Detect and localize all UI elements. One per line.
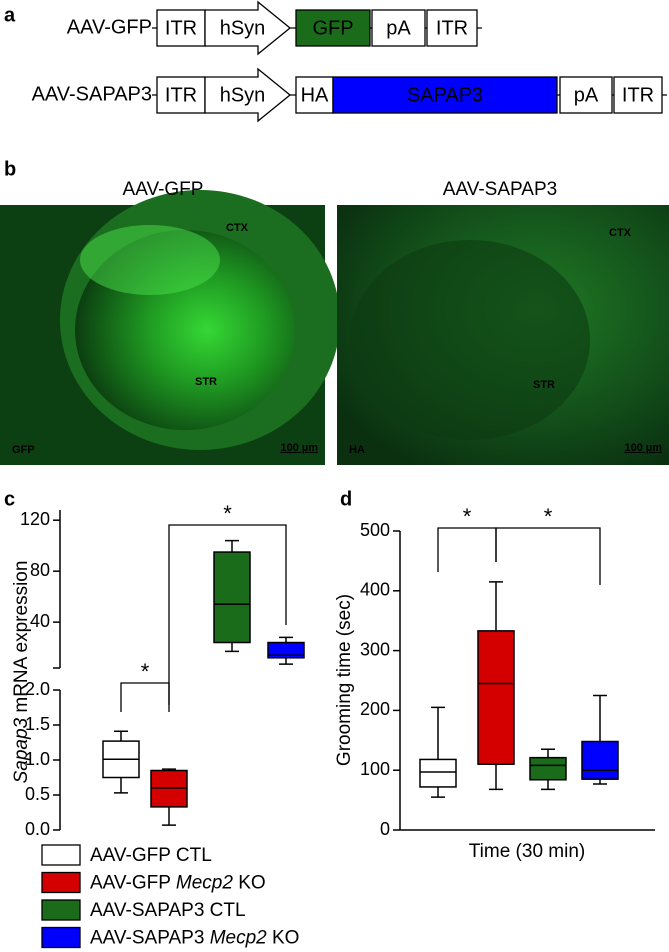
- y-tick-label: 0: [380, 819, 390, 839]
- box: [581, 740, 619, 780]
- element-label: GFP: [312, 17, 353, 39]
- element-label: ITR: [165, 84, 197, 106]
- panel-label: c: [4, 488, 15, 510]
- y-axis-label: Sapap3 mRNA expression: [11, 561, 32, 784]
- box: [529, 756, 567, 781]
- construct-element: [613, 76, 663, 114]
- element-label: HA: [301, 84, 329, 106]
- region-label: STR: [195, 376, 217, 388]
- legend-label: AAV-SAPAP3 CTL: [90, 900, 246, 921]
- legend-label: AAV-GFP Mecp2 KO: [90, 873, 266, 894]
- panel-label: b: [4, 158, 16, 180]
- box: [419, 758, 457, 788]
- legend-swatch: [41, 871, 81, 894]
- region-label: STR: [533, 379, 555, 391]
- construct-element: [332, 76, 558, 114]
- y-tick-label: 200: [360, 699, 390, 719]
- y-tick-label: 0.5: [25, 784, 50, 804]
- whisker-high: [114, 730, 128, 742]
- y-tick-label: 2.0: [25, 679, 50, 699]
- y-axis-label: Grooming time (sec): [334, 594, 355, 766]
- promoter-arrow: [204, 0, 292, 56]
- significance-bracket: [437, 527, 497, 572]
- whisker-high: [489, 581, 503, 631]
- y-tick-label: 0.0: [25, 819, 50, 839]
- construct-element: [426, 9, 478, 47]
- significance-label: *: [141, 659, 150, 684]
- element-label: pA: [574, 84, 599, 106]
- significance-bracket: [168, 524, 287, 705]
- stain-label: GFP: [12, 444, 35, 456]
- element-label: ITR: [436, 17, 468, 39]
- whisker-low: [114, 777, 128, 794]
- whisker-high: [225, 539, 239, 553]
- construct-name: AAV-SAPAP3: [32, 83, 152, 105]
- whisker-high: [541, 748, 555, 758]
- legend-label: AAV-GFP CTL: [90, 845, 212, 866]
- element-label: hSyn: [220, 84, 266, 106]
- element-label: ITR: [622, 84, 654, 106]
- element-label: hSyn: [220, 17, 266, 39]
- whisker-low: [593, 779, 607, 785]
- significance-bracket: [495, 527, 601, 585]
- construct-element: [371, 9, 426, 47]
- image-right: [337, 205, 669, 465]
- y-tick-label: 1.0: [25, 749, 50, 769]
- significance-label: *: [223, 501, 232, 526]
- y-tick-label: 300: [360, 639, 390, 659]
- y-tick-label: 400: [360, 580, 390, 600]
- box: [267, 641, 305, 659]
- significance-bracket: [120, 682, 170, 712]
- whisker-low: [489, 764, 503, 791]
- whisker-high: [279, 636, 293, 643]
- scale-bar: 100 µm: [280, 442, 318, 454]
- y-tick-label: 500: [360, 520, 390, 540]
- element-label: SAPAP3: [407, 84, 483, 106]
- construct-element: [559, 76, 613, 114]
- significance-label: *: [544, 504, 553, 529]
- y-tick-label: 1.5: [25, 714, 50, 734]
- legend-swatch: [41, 899, 81, 921]
- whisker-high: [593, 694, 607, 742]
- whisker-high: [431, 706, 445, 760]
- construct-element: [295, 76, 334, 114]
- panel-label: d: [340, 488, 352, 510]
- region-label: CTX: [226, 222, 249, 234]
- construct-name: AAV-GFP: [67, 16, 152, 38]
- whisker-low: [225, 642, 239, 653]
- promoter-arrow: [204, 67, 292, 123]
- construct-element: [295, 9, 371, 47]
- whisker-low: [279, 657, 293, 665]
- region-label: CTX: [609, 227, 632, 239]
- scale-bar: 100 µm: [624, 442, 662, 454]
- legend-label: AAV-SAPAP3 Mecp2 KO: [90, 928, 299, 949]
- whisker-low: [431, 786, 445, 798]
- significance-label: *: [463, 504, 472, 529]
- image-left: [0, 190, 340, 465]
- stain-label: HA: [349, 444, 365, 456]
- box: [477, 630, 515, 765]
- image-title: AAV-GFP: [123, 179, 204, 200]
- x-axis-label: Time (30 min): [469, 841, 585, 862]
- panel-label: a: [4, 4, 16, 26]
- y-tick-label: 80: [30, 560, 50, 580]
- box: [213, 551, 251, 644]
- image-title: AAV-SAPAP3: [443, 179, 557, 200]
- legend-swatch: [41, 926, 81, 949]
- element-label: pA: [386, 17, 411, 39]
- y-tick-label: 40: [30, 611, 50, 631]
- legend-swatch: [41, 844, 81, 866]
- element-label: ITR: [165, 17, 197, 39]
- y-tick-label: 100: [360, 759, 390, 779]
- y-tick-label: 120: [20, 509, 50, 529]
- whisker-low: [541, 779, 555, 791]
- whisker-low: [162, 806, 176, 826]
